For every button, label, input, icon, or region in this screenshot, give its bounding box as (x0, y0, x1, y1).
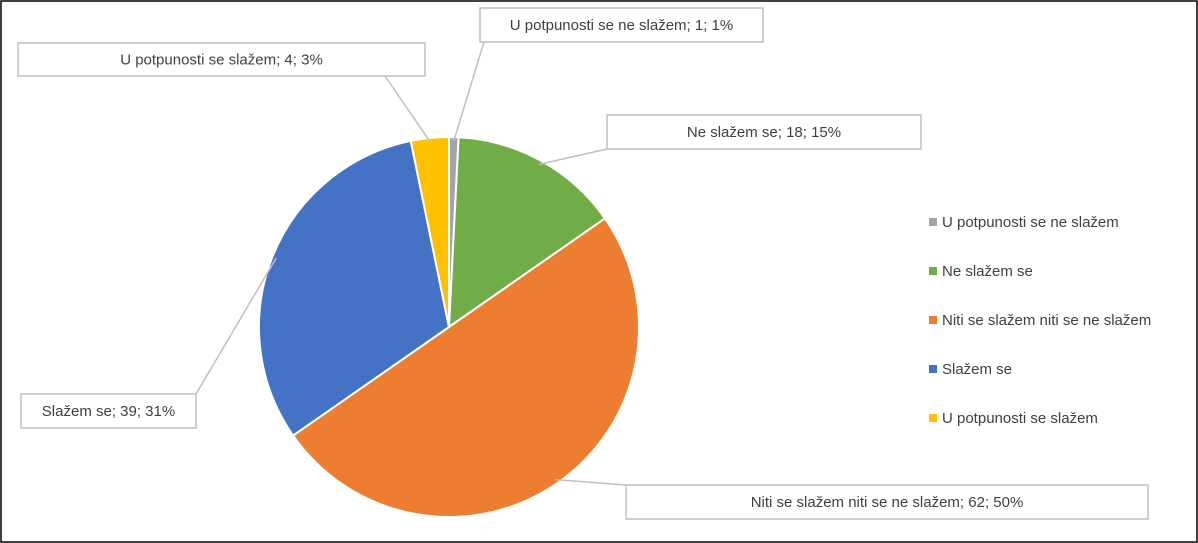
legend-swatch (929, 365, 937, 373)
pie-slice (291, 217, 640, 518)
legend-label: U potpunosti se slažem (942, 410, 1098, 427)
leader-line (452, 41, 485, 142)
data-label: U potpunosti se ne slažem; 1; 1% (510, 17, 733, 34)
legend-swatch (929, 267, 937, 275)
data-label-box (479, 7, 764, 43)
leader-line (195, 257, 277, 395)
legend-swatch (929, 316, 937, 324)
data-label-box (606, 114, 922, 150)
legend-label: Ne slažem se (942, 263, 1033, 280)
data-label: U potpunosti se slažem; 4; 3% (120, 51, 323, 68)
leader-line (555, 478, 627, 486)
leader-line (384, 75, 431, 143)
data-label: Ne slažem se; 18; 15% (687, 124, 841, 141)
legend-swatch (929, 218, 937, 226)
data-label-box (17, 42, 426, 77)
legend-swatch (929, 414, 937, 422)
data-label: Niti se slažem niti se ne slažem; 62; 50… (751, 494, 1024, 511)
pie-slice (447, 136, 607, 329)
legend-label: U potpunosti se ne slažem (942, 214, 1119, 231)
pie-slice (258, 139, 451, 437)
data-label-box (625, 484, 1149, 520)
data-label: Slažem se; 39; 31% (42, 403, 175, 420)
data-label-box (20, 393, 197, 429)
pie-slice (409, 135, 450, 328)
legend-label: Niti se slažem niti se ne slažem (942, 312, 1151, 329)
leader-line (539, 148, 608, 166)
legend-label: Slažem se (942, 361, 1012, 378)
